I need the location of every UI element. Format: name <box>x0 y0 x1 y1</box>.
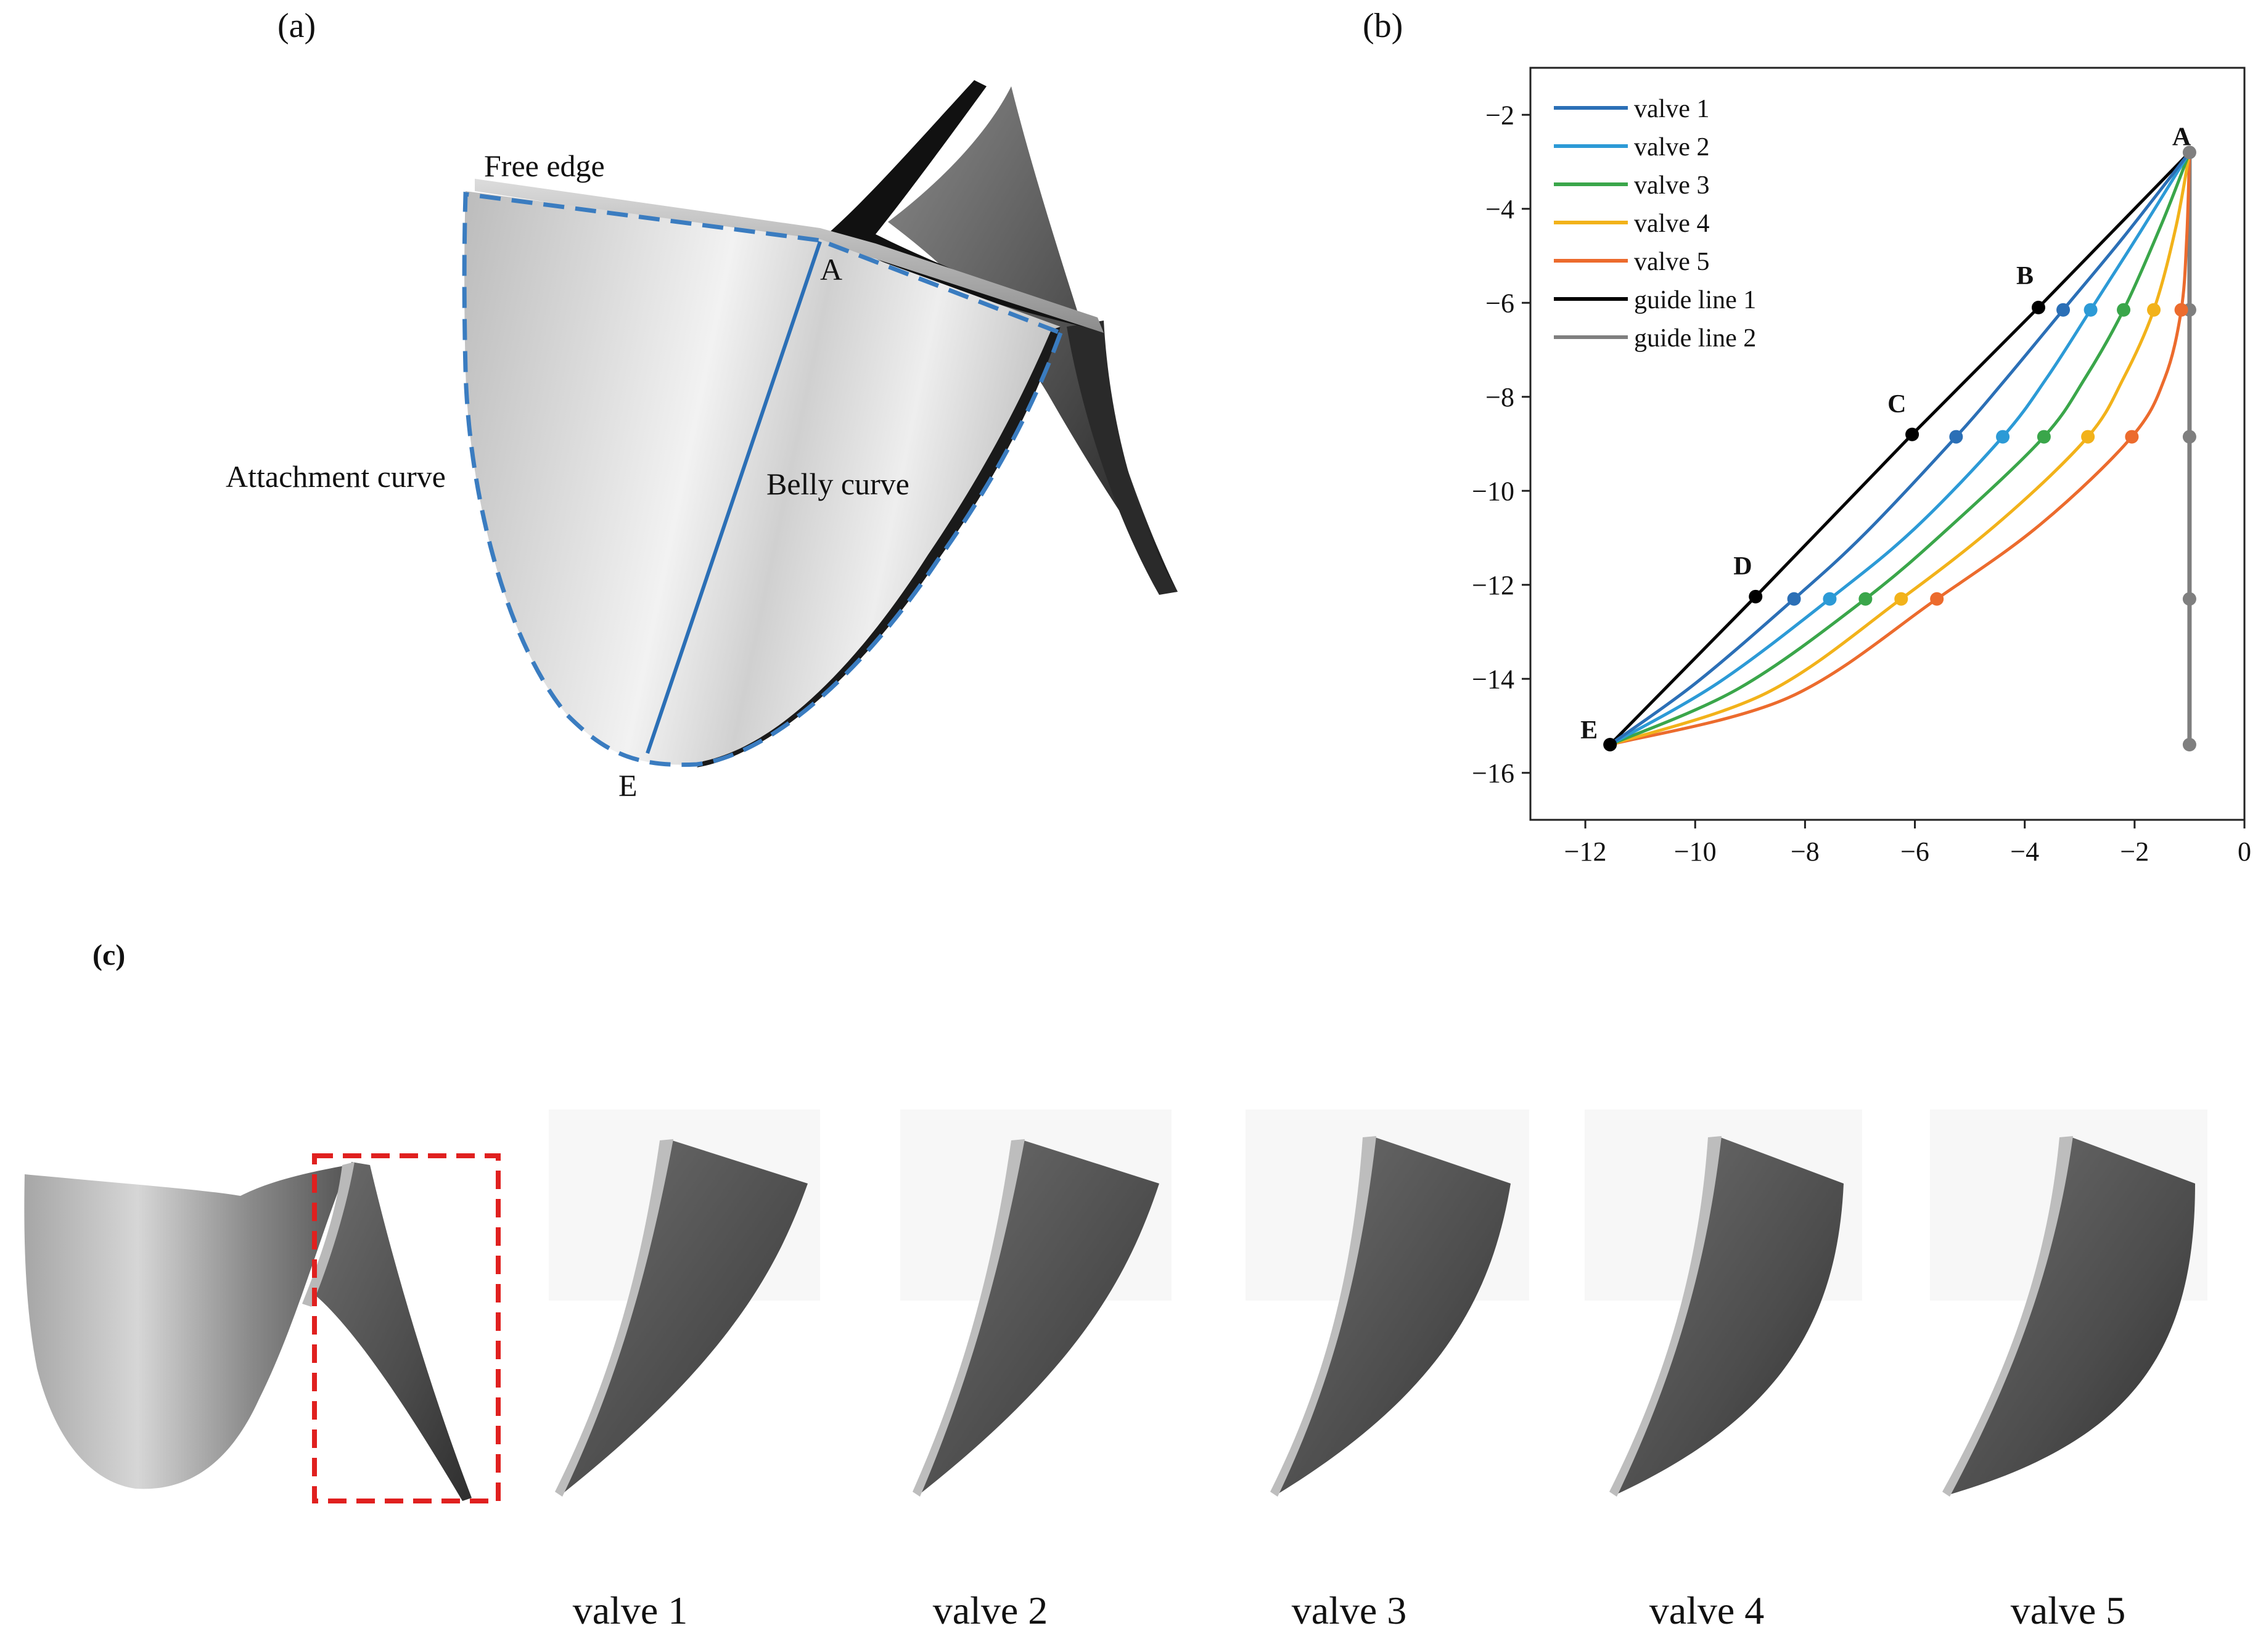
series-line-valve-4 <box>1609 152 2191 746</box>
panel-b: (b) −12 −10 −8 −6 −4 −2 0 −2 −4 −6 −8 −10 −12 −14 −16 A… <box>1344 0 2258 881</box>
valve-blade-1 <box>549 1110 820 1497</box>
legend-label-valve-4: valve 4 <box>1634 210 1709 238</box>
curve-chart: −12 −10 −8 −6 −4 −2 0 −2 −4 −6 −8 −10 −12 −14 −16 A B C D E… <box>1472 67 2251 867</box>
y-tick-label: −10 <box>1472 476 1514 506</box>
valve-blade-2 <box>900 1110 1172 1497</box>
point-guide-line-1 <box>1603 738 1617 751</box>
x-tick-label: −4 <box>2010 836 2039 867</box>
point-guide-line-2 <box>2182 592 2196 606</box>
point-label-a: A <box>2172 123 2191 151</box>
series-line-valve-5 <box>1609 152 2191 746</box>
point-guide-line-1 <box>1905 427 1919 441</box>
point-guide-line-1 <box>1749 589 1763 603</box>
legend-label-valve-2: valve 2 <box>1634 133 1709 162</box>
series-line-valve-2 <box>1609 151 2191 746</box>
free-edge-label: Free edge <box>484 149 605 183</box>
series-line-valve-3 <box>1609 152 2191 746</box>
point-valve-2 <box>1996 430 2010 444</box>
valve-3-label: valve 3 <box>1291 1589 1407 1632</box>
panel-c-label: (c) <box>92 939 126 971</box>
point-valve-1 <box>2056 303 2071 317</box>
point-guide-line-2 <box>2182 430 2196 444</box>
legend-label-valve-5: valve 5 <box>1634 248 1709 276</box>
attachment-curve-label: Attachment curve <box>226 459 446 494</box>
valve-5-label: valve 5 <box>2010 1589 2126 1632</box>
point-e-label: E <box>618 768 638 803</box>
legend-label-guide-line-2: guide line 2 <box>1634 324 1756 353</box>
y-tick-label: −4 <box>1485 194 1514 224</box>
point-a-label: A <box>820 252 843 287</box>
selection-box <box>312 1153 501 1503</box>
x-tick-label: −8 <box>1791 836 1820 867</box>
panel-b-label: (b) <box>1363 7 1403 45</box>
y-tick-label: −6 <box>1485 288 1514 318</box>
point-label-e: E <box>1580 716 1598 745</box>
panel-c: (c) <box>0 925 2258 1652</box>
panel-a: (a) Free edge Attachment curve Belly cur… <box>0 0 1344 863</box>
point-valve-3 <box>1858 592 1873 606</box>
full-leaflet-render <box>24 1165 348 1489</box>
legend-label-guide-line-1: guide line 1 <box>1634 286 1756 314</box>
legend-label-valve-3: valve 3 <box>1634 171 1709 200</box>
point-valve-4 <box>1894 592 1908 606</box>
y-tick-label: −12 <box>1472 570 1514 600</box>
point-valve-3 <box>2037 430 2051 444</box>
y-tick-label: −16 <box>1472 758 1514 788</box>
point-valve-4 <box>2147 303 2161 317</box>
right-wall <box>1067 321 1178 595</box>
point-label-c: C <box>1887 390 1906 419</box>
series-line-valve-1 <box>1609 151 2191 746</box>
point-guide-line-2 <box>2182 145 2196 160</box>
point-label-b: B <box>2016 262 2034 290</box>
point-valve-2 <box>1823 592 1837 606</box>
attachment-curve-dashed <box>462 192 1063 767</box>
valve-2-label: valve 2 <box>932 1589 1048 1632</box>
valve-1-label: valve 1 <box>572 1589 688 1632</box>
point-valve-3 <box>2117 303 2131 317</box>
point-valve-4 <box>2081 430 2095 444</box>
y-tick-label: −8 <box>1485 382 1514 412</box>
x-tick-label: 0 <box>2238 836 2251 867</box>
leaflet-3d-illustration <box>462 80 1178 767</box>
y-tick-label: −2 <box>1485 100 1514 130</box>
belly-curve-label: Belly curve <box>766 467 909 501</box>
point-label-d: D <box>1733 552 1752 581</box>
point-valve-5 <box>1930 592 1944 606</box>
plot-frame <box>1529 67 2246 821</box>
valve-blade-3 <box>1246 1110 1529 1497</box>
point-guide-line-2 <box>2182 738 2196 751</box>
valve-renderings <box>24 1110 2207 1503</box>
valve-blade-5 <box>1930 1110 2207 1497</box>
point-valve-1 <box>1787 592 1801 606</box>
panel-a-label: (a) <box>277 7 316 45</box>
x-tick-label: −10 <box>1674 836 1717 867</box>
legend-label-valve-1: valve 1 <box>1634 95 1709 123</box>
point-valve-5 <box>2125 430 2139 444</box>
series-line-guide-line-1 <box>1609 151 2191 746</box>
x-tick-label: −2 <box>2120 836 2149 867</box>
x-tick-label: −6 <box>1900 836 1929 867</box>
valve-4-label: valve 4 <box>1649 1589 1765 1632</box>
y-tick-label: −14 <box>1472 664 1514 694</box>
x-tick-label: −12 <box>1564 836 1607 867</box>
free-edge-rim <box>475 179 1104 333</box>
point-valve-1 <box>1949 430 1963 444</box>
point-guide-line-1 <box>2031 300 2045 314</box>
cut-blade-render <box>314 1162 472 1501</box>
leaflet-body <box>464 191 1061 765</box>
point-valve-5 <box>2174 303 2188 317</box>
point-valve-2 <box>2084 303 2098 317</box>
valve-blade-4 <box>1585 1110 1862 1497</box>
belly-curve-line <box>646 241 822 754</box>
